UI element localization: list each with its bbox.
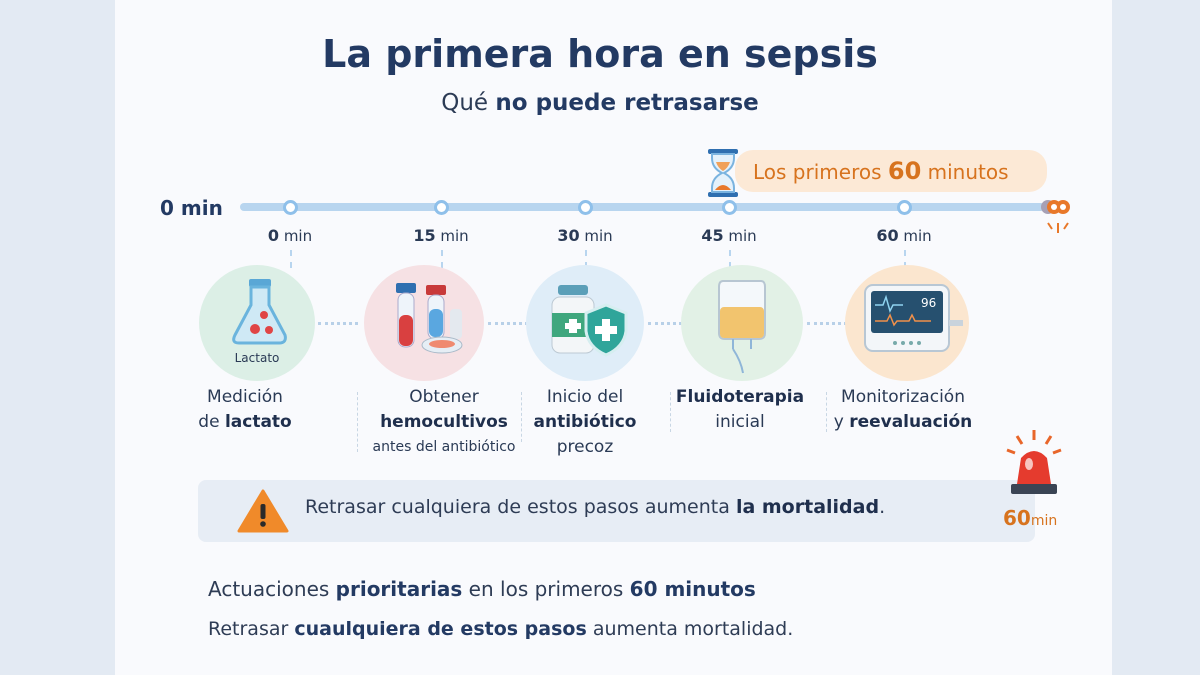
tick-label: 15 min xyxy=(413,226,469,245)
hourglass-icon xyxy=(708,149,738,197)
footer-line-2: Retrasar cuaulquiera de estos pasos aume… xyxy=(208,618,794,640)
timeline-node xyxy=(578,200,593,215)
step-label-antibiotic: Inicio del antibiótico precoz xyxy=(533,387,637,457)
dotted-link xyxy=(488,322,528,325)
badge-unit: minutos xyxy=(921,160,1009,184)
connector xyxy=(441,250,443,268)
tick-label: 60 min xyxy=(876,226,932,245)
divider xyxy=(357,392,358,452)
page-title: La primera hora en sepsis xyxy=(322,32,878,76)
step-lactate-circle: Lactato xyxy=(199,265,315,381)
subtitle-bold: no puede retrasarse xyxy=(495,90,759,116)
divider xyxy=(670,392,671,432)
step-fluid-circle xyxy=(681,265,803,381)
dotted-link xyxy=(648,322,688,325)
step-label-fluid: Fluidoterapia inicial xyxy=(675,387,805,432)
timeline-track xyxy=(240,203,1045,211)
subtitle: Qué no puede retrasarse xyxy=(0,90,1200,116)
step-antibiotic-circle xyxy=(526,265,644,381)
step-monitor-circle: 96 xyxy=(845,265,969,381)
warning-triangle-icon xyxy=(237,489,289,533)
lactate-icon-label: Lactato xyxy=(234,351,280,365)
monitor-value: 96 xyxy=(921,296,937,310)
divider xyxy=(826,392,827,432)
blood-culture-tubes-icon xyxy=(396,283,463,354)
warning-banner xyxy=(198,480,1035,542)
timeline-node xyxy=(722,200,737,215)
monitor-icon xyxy=(864,284,963,352)
step-label-lactate: Medición de lactato xyxy=(198,387,292,432)
iv-bag-icon xyxy=(718,280,766,374)
step-label-monitoring: Monitorización y reevaluación xyxy=(833,387,973,432)
connector xyxy=(904,250,906,268)
timeline-node xyxy=(434,200,449,215)
footer-line-1: Actuaciones prioritarias en los primeros… xyxy=(208,577,756,601)
step-blood-culture-circle xyxy=(364,265,484,381)
timeline-end-alarm-icon xyxy=(1041,200,1070,233)
lactate-flask-icon xyxy=(232,279,287,345)
timeline-start-label: 0 min xyxy=(160,196,223,220)
tick-label: 30 min xyxy=(557,226,613,245)
connector xyxy=(729,250,731,268)
badge-number: 60 xyxy=(887,157,922,185)
timeline-node xyxy=(897,200,912,215)
step-label-blood-culture: Obtener hemocultivos antes del antibiótico xyxy=(372,387,516,455)
alarm-time: 60min xyxy=(1003,506,1058,530)
badge-text: Los primeros xyxy=(753,160,888,184)
subtitle-text: Qué xyxy=(441,90,496,116)
dotted-link xyxy=(318,322,358,325)
tick-label: 0 min xyxy=(267,226,313,245)
timeline-node xyxy=(283,200,298,215)
connector xyxy=(585,250,587,268)
dotted-link xyxy=(807,322,847,325)
warning-text: Retrasar cualquiera de estos pasos aumen… xyxy=(305,496,886,518)
tick-label: 45 min xyxy=(701,226,757,245)
first-60-minutes-badge: Los primeros 60 minutos xyxy=(735,150,1047,192)
alarm-siren-icon xyxy=(1006,430,1062,494)
divider xyxy=(521,392,522,442)
connector xyxy=(290,250,292,268)
antibiotic-shield-icon xyxy=(551,285,628,357)
